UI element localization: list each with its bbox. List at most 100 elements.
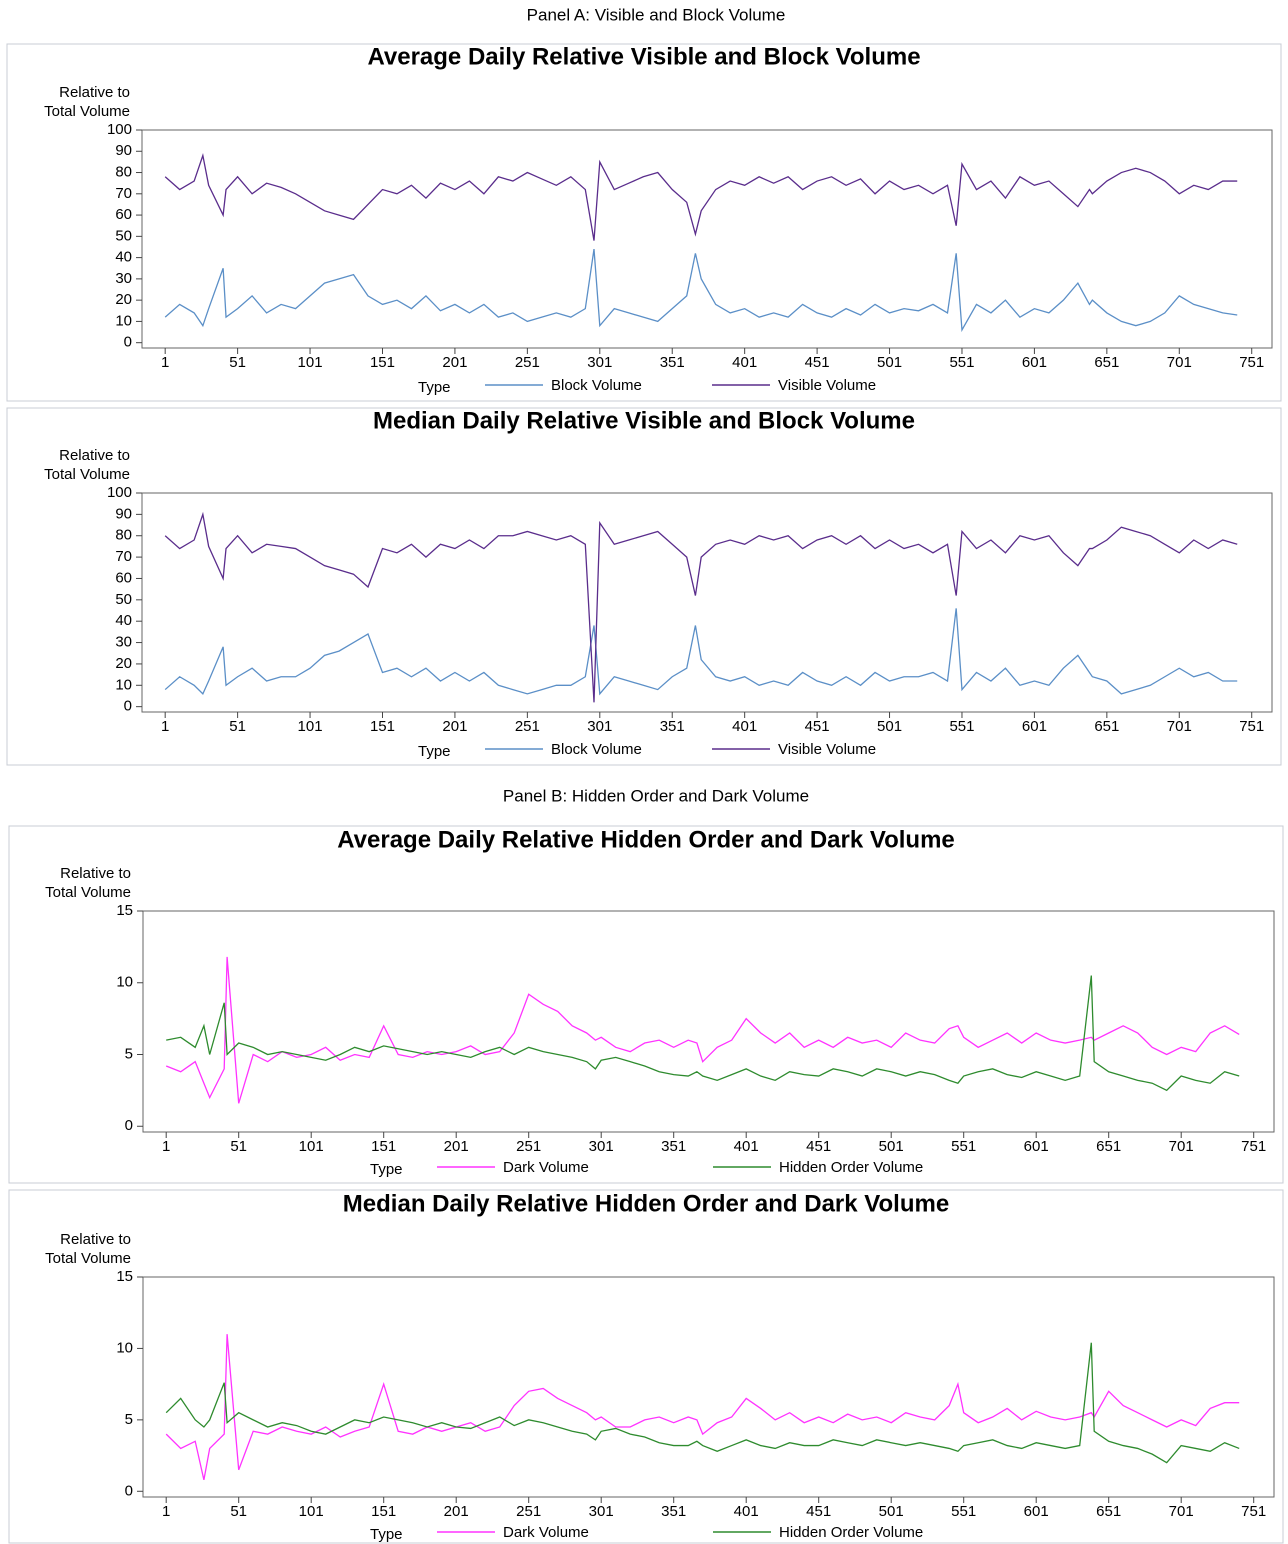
legend-label: Visible Volume: [778, 741, 876, 758]
y-tick-label: 10: [116, 1339, 133, 1356]
x-tick-label: 401: [734, 1503, 759, 1520]
y-tick-label: 60: [115, 569, 132, 586]
y-tick-label: 0: [124, 698, 132, 715]
series-line: [164, 608, 1238, 696]
x-tick-label: 751: [1241, 1503, 1266, 1520]
x-tick-label: 451: [806, 1503, 831, 1520]
y-tick-label: 50: [115, 227, 132, 244]
y-tick-label: 50: [115, 591, 132, 608]
panel-title: Panel B: Hidden Order and Dark Volume: [503, 786, 809, 805]
x-tick-label: 301: [587, 718, 612, 735]
chart-title: Average Daily Relative Hidden Order and …: [337, 826, 955, 853]
y-tick-label: 60: [115, 206, 132, 223]
legend-label: Visible Volume: [778, 377, 876, 394]
x-tick-label: 201: [444, 1503, 469, 1520]
y-tick-label: 0: [125, 1117, 133, 1134]
x-tick-label: 751: [1239, 354, 1264, 371]
x-tick-label: 651: [1094, 354, 1119, 371]
x-tick-label: 701: [1167, 718, 1192, 735]
x-tick-label: 251: [515, 354, 540, 371]
series-line: [165, 1334, 1240, 1481]
x-tick-label: 151: [370, 718, 395, 735]
legend-label: Block Volume: [551, 377, 642, 394]
y-tick-label: 90: [115, 505, 132, 522]
x-tick-label: 401: [732, 354, 757, 371]
x-tick-label: 1: [162, 1138, 170, 1155]
x-tick-label: 501: [877, 354, 902, 371]
x-tick-label: 1: [161, 354, 169, 371]
x-tick-label: 101: [299, 1503, 324, 1520]
y-tick-label: 40: [115, 612, 132, 629]
y-tick-label: 90: [115, 142, 132, 159]
legend-label: Dark Volume: [503, 1524, 589, 1541]
legend-title: Type: [370, 1161, 403, 1178]
x-tick-label: 301: [587, 354, 612, 371]
legend-label: Dark Volume: [503, 1159, 589, 1176]
y-axis-label: Relative to: [59, 84, 130, 101]
series-line: [165, 956, 1240, 1104]
series-line: [164, 511, 1238, 703]
x-tick-label: 201: [442, 718, 467, 735]
y-tick-label: 20: [115, 655, 132, 672]
legend-label: Hidden Order Volume: [779, 1524, 923, 1541]
x-tick-label: 101: [298, 718, 323, 735]
y-tick-label: 10: [115, 312, 132, 329]
x-tick-label: 501: [879, 1503, 904, 1520]
y-tick-label: 15: [116, 1268, 133, 1285]
plot-area: [141, 129, 1273, 349]
y-tick-label: 80: [115, 164, 132, 181]
x-tick-label: 701: [1169, 1503, 1194, 1520]
x-tick-label: 601: [1022, 354, 1047, 371]
plot-area: [142, 910, 1275, 1133]
x-tick-label: 501: [879, 1138, 904, 1155]
x-tick-label: 551: [949, 718, 974, 735]
series-line: [165, 1342, 1240, 1464]
y-tick-label: 10: [115, 676, 132, 693]
x-tick-label: 251: [516, 1138, 541, 1155]
series-line: [166, 975, 1240, 1092]
panel-title: Panel A: Visible and Block Volume: [527, 5, 786, 24]
chart-title: Median Daily Relative Hidden Order and D…: [343, 1190, 949, 1217]
y-tick-label: 80: [115, 527, 132, 544]
x-tick-label: 651: [1096, 1138, 1121, 1155]
plot-area: [141, 492, 1273, 713]
y-axis-label: Total Volume: [44, 466, 130, 483]
y-tick-label: 30: [115, 634, 132, 651]
x-tick-label: 301: [589, 1138, 614, 1155]
x-tick-label: 101: [299, 1138, 324, 1155]
x-tick-label: 401: [732, 718, 757, 735]
x-tick-label: 351: [660, 718, 685, 735]
chart-frame: [6, 407, 1282, 766]
x-tick-label: 151: [371, 1503, 396, 1520]
x-tick-label: 351: [661, 1503, 686, 1520]
y-tick-label: 70: [115, 548, 132, 565]
x-tick-label: 501: [877, 718, 902, 735]
y-axis-label: Total Volume: [44, 103, 130, 120]
x-tick-label: 1: [161, 718, 169, 735]
x-tick-label: 601: [1024, 1138, 1049, 1155]
x-tick-label: 451: [805, 354, 830, 371]
x-tick-label: 201: [444, 1138, 469, 1155]
chart-title: Median Daily Relative Visible and Block …: [373, 407, 915, 434]
x-tick-label: 351: [660, 354, 685, 371]
x-tick-label: 101: [298, 354, 323, 371]
x-tick-label: 251: [516, 1503, 541, 1520]
x-tick-label: 701: [1167, 354, 1192, 371]
x-tick-label: 551: [951, 1503, 976, 1520]
series-line: [164, 249, 1238, 333]
x-tick-label: 451: [806, 1138, 831, 1155]
series-line: [164, 153, 1238, 241]
x-tick-label: 51: [230, 1503, 247, 1520]
x-tick-label: 701: [1169, 1138, 1194, 1155]
legend-label: Block Volume: [551, 741, 642, 758]
x-tick-label: 251: [515, 718, 540, 735]
legend-title: Type: [418, 379, 451, 396]
y-tick-label: 15: [116, 902, 133, 919]
x-tick-label: 751: [1241, 1138, 1266, 1155]
y-axis-label: Relative to: [59, 447, 130, 464]
y-tick-label: 0: [124, 334, 132, 351]
chart-frame: [6, 43, 1282, 402]
y-tick-label: 40: [115, 249, 132, 266]
x-tick-label: 351: [661, 1138, 686, 1155]
y-axis-label: Total Volume: [45, 1250, 131, 1267]
